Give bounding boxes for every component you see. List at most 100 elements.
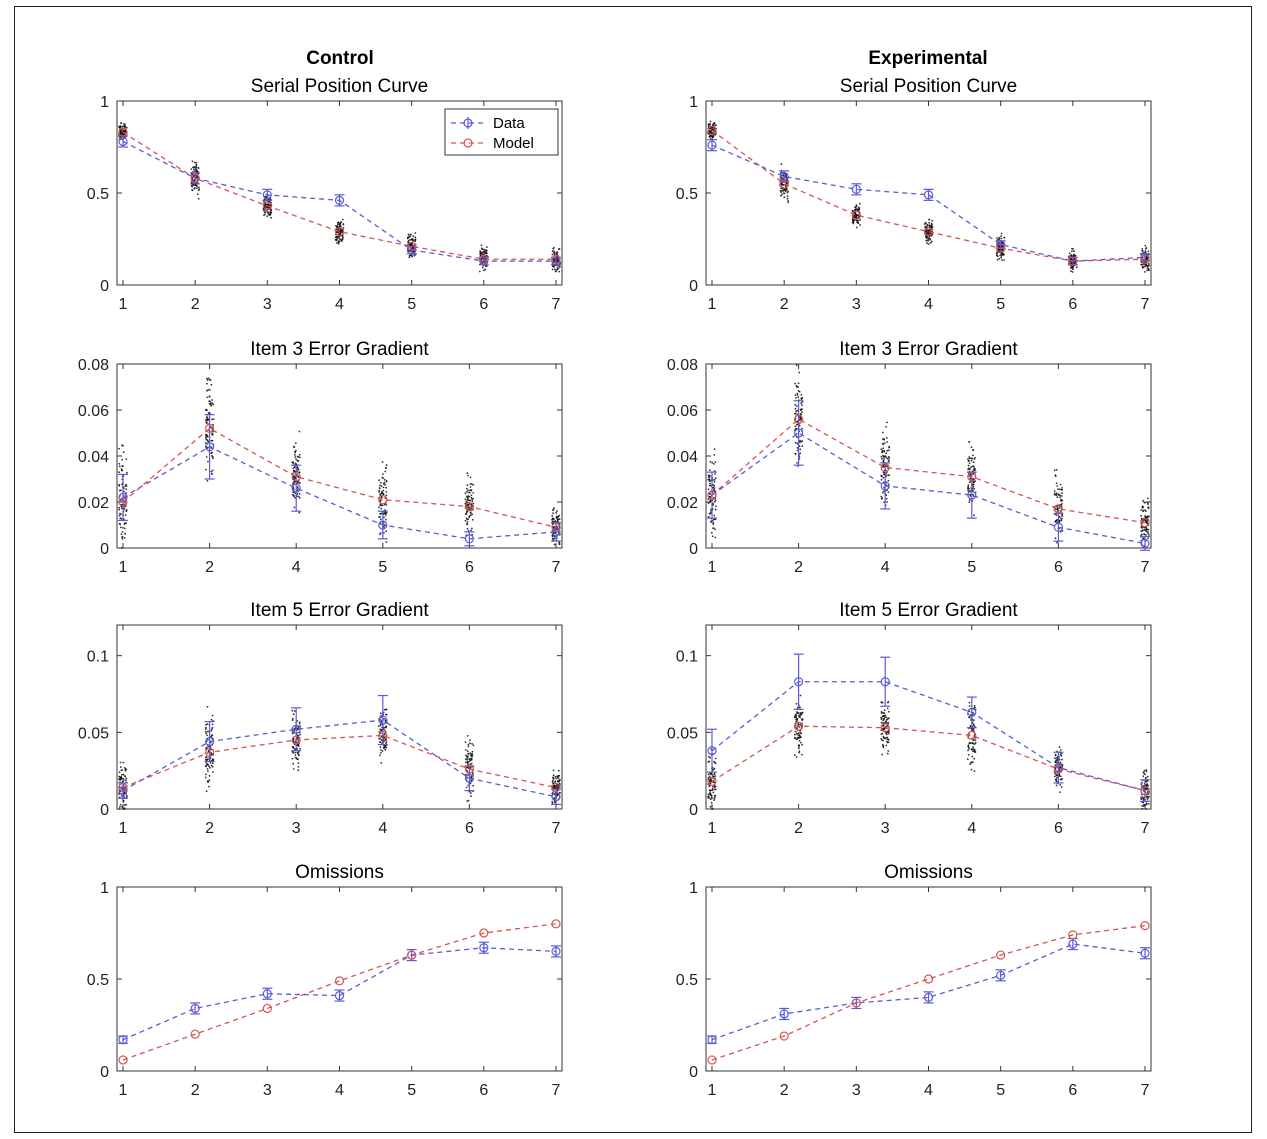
sample-dot (385, 708, 388, 711)
sample-dot (293, 506, 296, 509)
data-point (967, 490, 977, 500)
sample-dot (204, 776, 207, 779)
sample-dot (118, 806, 121, 808)
sample-dot (206, 416, 209, 419)
sample-dot (469, 499, 472, 502)
sample-dot (710, 531, 713, 534)
sample-dot (1058, 746, 1061, 749)
sample-dot (1054, 474, 1057, 477)
sample-dot (925, 237, 928, 240)
sample-dot (794, 715, 797, 718)
sample-dot (973, 757, 976, 760)
x-tick-label: 7 (1141, 820, 1150, 837)
sample-dot (798, 390, 801, 393)
sample-dot (798, 744, 801, 747)
sample-dot (798, 716, 801, 718)
sample-dot (880, 448, 883, 450)
sample-dot (885, 737, 887, 739)
sample-dot (557, 775, 560, 777)
panel-6: Item 5 Error Gradient 0 0.05 0.1 1 2 3 4 6 7 (667, 600, 1152, 837)
model-point (262, 201, 272, 211)
panel-title: Serial Position Curve (251, 76, 428, 97)
sample-dot (121, 773, 123, 776)
sample-dot (121, 538, 124, 540)
sample-dot (712, 523, 715, 526)
sample-dot (467, 784, 470, 787)
sample-dot (209, 378, 211, 381)
sample-dot (125, 458, 128, 460)
sample-dot (124, 769, 127, 772)
sample-dot (1002, 254, 1005, 256)
sample-dot (337, 242, 340, 245)
sample-dot (1141, 248, 1144, 250)
sample-dot (381, 496, 383, 499)
sample-dot (798, 714, 801, 716)
sample-dot (119, 130, 122, 133)
sample-dot (859, 224, 862, 226)
sample-dot (381, 492, 384, 495)
sample-dot (800, 741, 802, 744)
sample-dot (969, 477, 972, 480)
sample-dot (801, 743, 803, 746)
sample-dot (972, 454, 974, 457)
data-point (880, 481, 890, 491)
sample-dot (1144, 804, 1147, 806)
x-tick-label: 2 (191, 296, 200, 313)
data-point (851, 184, 861, 194)
sample-dot (711, 773, 714, 776)
sample-dot (120, 787, 123, 790)
sample-dot (121, 469, 123, 472)
sample-dot (212, 403, 215, 406)
sample-dot (208, 785, 210, 788)
sample-dot (339, 238, 342, 241)
sample-dot (967, 487, 969, 490)
sample-dot (209, 389, 211, 391)
sample-dot (858, 203, 861, 205)
sample-dot (708, 789, 711, 792)
sample-dot (1141, 527, 1143, 529)
sample-dot (125, 777, 127, 780)
sample-dot (292, 445, 295, 448)
sample-dot (195, 163, 198, 166)
sample-dot (470, 776, 472, 778)
sample-dot (883, 717, 886, 720)
sample-dot (380, 492, 382, 495)
sample-dot (294, 462, 297, 465)
y-tick-label: 0.04 (78, 449, 109, 466)
sample-dot (464, 519, 467, 522)
sample-dot (263, 214, 265, 217)
sample-dot (121, 465, 124, 467)
sample-dot (973, 468, 975, 471)
sample-dot (551, 519, 554, 521)
sample-dot (380, 507, 383, 510)
sample-dot (709, 460, 712, 463)
y-tick-label: 0 (689, 278, 698, 295)
sample-dot (1056, 507, 1059, 510)
sample-dot (1056, 496, 1059, 499)
sample-dot (122, 526, 124, 529)
sample-dot (384, 511, 386, 514)
sample-dot (483, 252, 486, 255)
sample-dot (1142, 805, 1145, 807)
sample-dot (974, 741, 977, 744)
sample-dot (465, 487, 468, 490)
model-point (707, 490, 717, 500)
sample-dot (378, 491, 380, 493)
sample-dot (795, 423, 798, 426)
sample-dot (928, 218, 931, 221)
sample-dot (1000, 237, 1003, 240)
sample-dot (786, 197, 789, 200)
sample-dot (384, 483, 386, 486)
sample-dot (1145, 769, 1148, 771)
sample-dot (799, 694, 802, 697)
data-point (118, 785, 128, 796)
sample-dot (467, 743, 470, 746)
sample-dot (552, 779, 554, 782)
sample-dot (787, 201, 789, 204)
y-tick-label: 0 (100, 802, 109, 819)
sample-dot (339, 221, 342, 224)
sample-dot (466, 521, 469, 523)
sample-dot (1142, 505, 1144, 508)
sample-dot (801, 718, 804, 721)
sample-dot (883, 712, 886, 715)
